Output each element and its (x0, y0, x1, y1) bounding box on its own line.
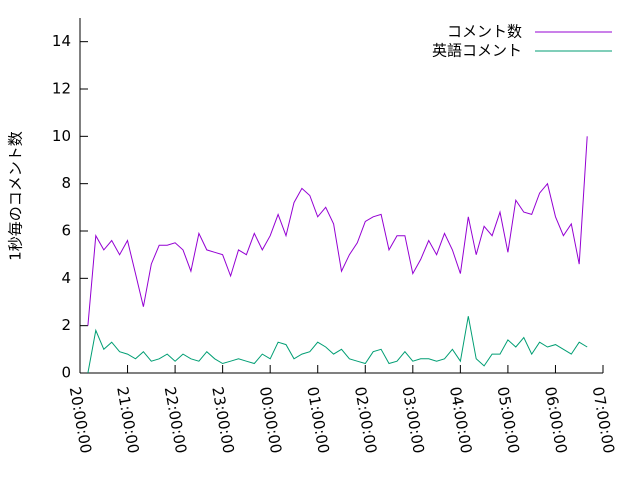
y-tick-label: 2 (61, 316, 71, 334)
x-tick-label: 07:00:00 (589, 385, 618, 454)
x-tick-label: 20:00:00 (66, 385, 95, 454)
legend-label: コメント数 (447, 23, 522, 41)
y-tick-label: 12 (52, 80, 71, 98)
y-tick-label: 6 (61, 222, 71, 240)
legend-label: 英語コメント (432, 42, 522, 60)
series-line (87, 316, 588, 374)
x-tick-label: 22:00:00 (161, 385, 190, 454)
y-tick-label: 10 (52, 127, 71, 145)
y-axis-label: 1秒毎のコメント数 (7, 131, 25, 261)
x-tick-label: 05:00:00 (494, 385, 523, 454)
series-line (87, 136, 588, 326)
x-tick-label: 01:00:00 (303, 385, 332, 454)
x-tick-label: 06:00:00 (541, 385, 570, 454)
y-tick-label: 0 (61, 364, 71, 382)
x-tick-label: 02:00:00 (351, 385, 380, 454)
x-tick-label: 04:00:00 (446, 385, 475, 454)
x-tick-label: 23:00:00 (208, 385, 237, 454)
x-tick-label: 21:00:00 (113, 385, 142, 454)
x-tick-label: 03:00:00 (398, 385, 427, 454)
y-tick-label: 4 (61, 269, 71, 287)
x-tick-label: 00:00:00 (256, 385, 285, 454)
y-tick-label: 14 (52, 32, 71, 50)
y-tick-label: 8 (61, 174, 71, 192)
